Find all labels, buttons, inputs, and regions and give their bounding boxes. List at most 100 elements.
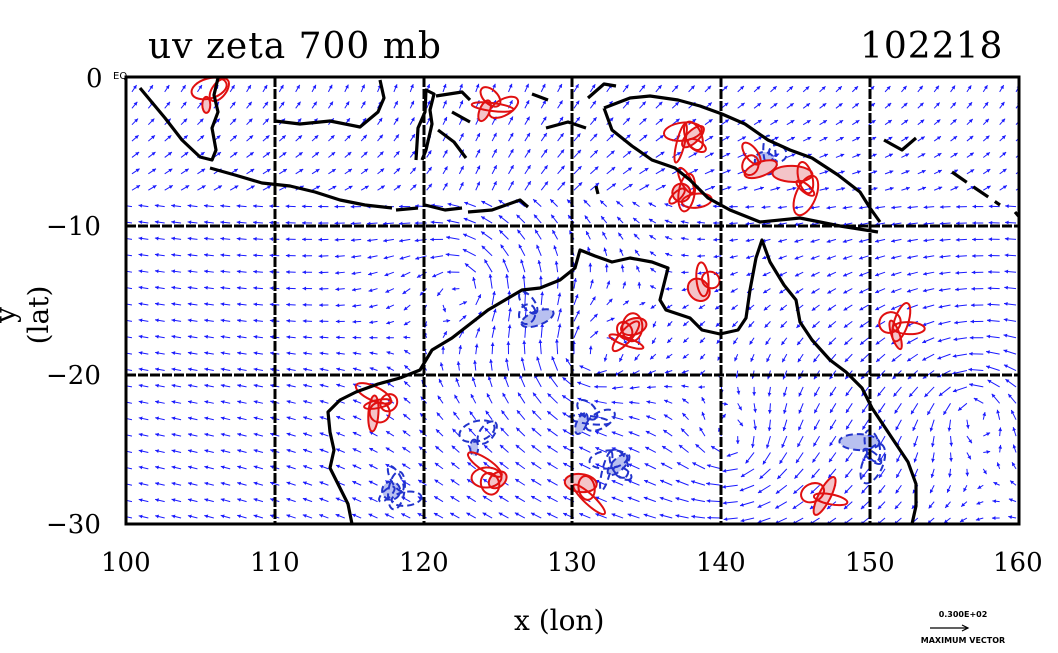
wind-vector <box>829 403 837 414</box>
wind-vector <box>155 449 165 453</box>
wind-vector <box>893 386 902 397</box>
wind-vector <box>386 320 395 325</box>
wind-vector <box>639 101 647 109</box>
wind-vector <box>969 382 984 388</box>
wind-vector <box>464 263 477 273</box>
wind-vector <box>604 263 609 273</box>
wind-vector <box>1003 301 1017 306</box>
wind-vector <box>843 320 853 329</box>
wind-vector <box>318 270 329 275</box>
wind-vector <box>731 304 739 311</box>
wind-vector <box>757 484 771 494</box>
wind-vector <box>253 416 264 421</box>
wind-vector <box>549 198 558 207</box>
wind-vector <box>409 184 417 191</box>
wind-vector <box>602 231 608 240</box>
wind-vector <box>737 85 745 93</box>
legend-value: 0.300E+02 <box>938 610 988 619</box>
wind-vector <box>659 513 673 519</box>
wind-vector <box>319 432 329 437</box>
wind-vector <box>475 149 481 158</box>
wind-vector <box>649 251 657 257</box>
wind-vector <box>466 512 477 519</box>
coastlines <box>138 77 1019 524</box>
wind-vector <box>204 285 214 290</box>
wind-vector <box>923 205 935 210</box>
wind-vector <box>933 102 941 109</box>
wind-vector <box>403 397 411 404</box>
wind-vector <box>664 203 673 208</box>
wind-vector <box>922 304 935 310</box>
wind-vector <box>737 403 743 411</box>
wind-vector <box>171 334 182 339</box>
wind-vector <box>452 411 460 421</box>
wind-vector <box>753 85 761 93</box>
wind-vector <box>285 253 296 258</box>
wind-vector <box>942 403 951 416</box>
wind-vector <box>812 452 820 463</box>
wind-vector <box>439 362 444 371</box>
x-tick-140: 140 <box>696 548 746 578</box>
wind-vector <box>409 133 416 142</box>
wind-vector <box>530 478 542 486</box>
wind-vector <box>442 182 448 191</box>
wind-vector <box>155 383 165 388</box>
wind-vector <box>913 452 919 463</box>
wind-vector <box>895 468 902 479</box>
wind-vector <box>975 517 984 522</box>
wind-vector <box>204 367 214 372</box>
wind-vector <box>171 367 182 372</box>
wind-vector <box>475 132 481 142</box>
wind-vector <box>385 463 395 470</box>
wind-vector <box>246 185 255 191</box>
wind-vector <box>922 320 935 327</box>
wind-vector <box>515 444 526 453</box>
wind-vector <box>783 386 788 397</box>
wind-vector <box>187 481 198 486</box>
wind-vector <box>726 452 738 457</box>
wind-vector <box>765 337 771 346</box>
wind-vector <box>483 259 493 273</box>
wind-vector <box>147 118 155 126</box>
wind-vector <box>253 318 263 323</box>
wind-vector <box>204 514 214 519</box>
wind-vector <box>901 102 908 109</box>
wind-vector <box>988 270 1000 274</box>
wind-vector <box>858 271 869 277</box>
wind-vector <box>554 260 559 273</box>
wind-vector <box>154 236 165 241</box>
wind-vector <box>302 481 313 486</box>
wind-vector <box>253 481 264 486</box>
wind-vector <box>393 117 399 125</box>
wind-vector <box>923 271 935 276</box>
wind-vector <box>931 452 935 463</box>
wind-vector <box>697 237 705 242</box>
wind-vector <box>573 149 582 158</box>
wind-vector <box>466 495 477 503</box>
wind-vector <box>1008 515 1017 520</box>
wind-vector <box>966 135 974 142</box>
wind-vector <box>606 150 615 158</box>
wind-vector <box>845 386 853 397</box>
wind-vector <box>843 304 853 311</box>
wind-vector <box>187 203 198 208</box>
wind-vector <box>436 412 444 421</box>
wind-vector <box>589 133 598 142</box>
wind-vector <box>220 351 231 356</box>
wind-vector <box>262 185 272 191</box>
wind-vector <box>767 403 772 414</box>
wind-vector <box>969 335 984 340</box>
wind-vector <box>352 303 362 308</box>
wind-vector <box>540 323 545 338</box>
wind-vector <box>983 168 991 175</box>
wind-vector <box>644 446 657 453</box>
wind-vector <box>237 351 247 356</box>
sumatra-coast <box>138 77 220 162</box>
wind-vector <box>844 468 853 479</box>
wind-vector <box>622 150 632 158</box>
wind-vector <box>187 498 198 503</box>
wind-vector <box>643 513 656 519</box>
wind-vector <box>595 496 607 503</box>
wind-vector <box>403 349 411 355</box>
wind-vector <box>236 236 247 241</box>
